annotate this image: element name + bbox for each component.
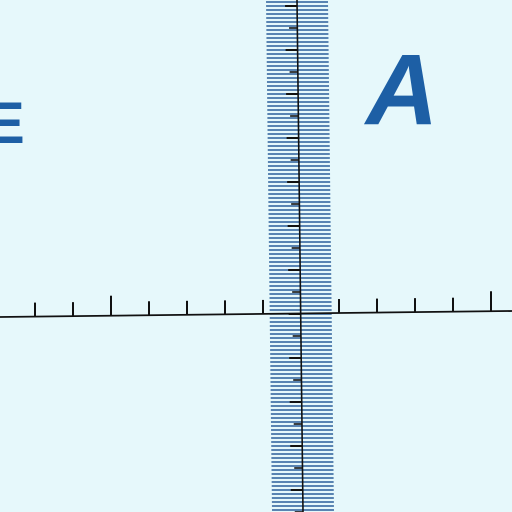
letter-a-label: A bbox=[366, 34, 439, 146]
vertical-axis-line bbox=[296, 0, 304, 512]
horizontal-axis bbox=[0, 291, 512, 318]
vertical-axis bbox=[285, 0, 304, 512]
letter-e-label: E bbox=[0, 91, 25, 156]
horizontal-axis-line bbox=[0, 310, 512, 318]
